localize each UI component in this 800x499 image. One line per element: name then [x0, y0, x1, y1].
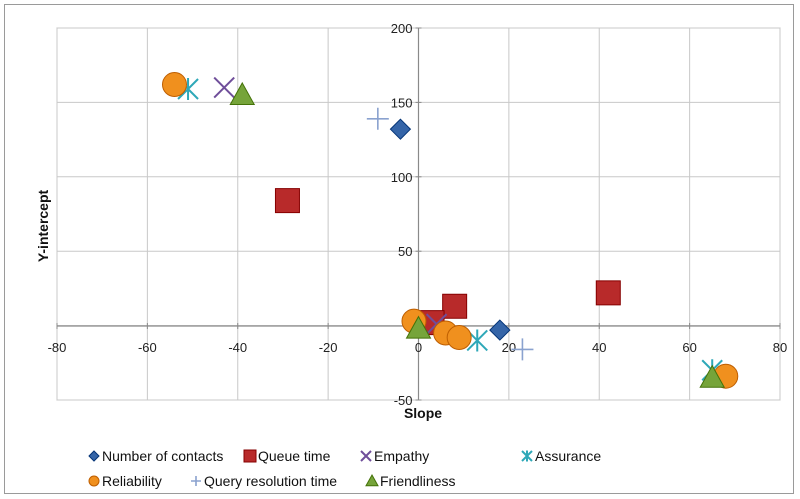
legend-marker	[88, 475, 100, 487]
legend-marker	[191, 476, 201, 486]
y-tick-label: 100	[391, 170, 413, 185]
y-tick-label: 200	[391, 21, 413, 36]
legend-item: Number of contacts	[88, 448, 223, 464]
legend-marker	[365, 473, 379, 487]
x-tick-label: 20	[502, 340, 516, 355]
legend-item: Query resolution time	[191, 473, 337, 489]
y-tick-label: 50	[398, 244, 412, 259]
data-point	[699, 364, 726, 388]
legend-label: Empathy	[374, 448, 429, 464]
data-point	[511, 338, 534, 361]
series-asterisk	[177, 78, 723, 382]
chart-frame	[4, 4, 794, 494]
x-tick-label: -60	[138, 340, 157, 355]
data-point	[405, 315, 432, 339]
legend-marker	[243, 449, 257, 463]
x-tick-label: -20	[319, 340, 338, 355]
legend-label: Assurance	[535, 448, 601, 464]
data-point	[446, 325, 472, 351]
legend: Number of contacts Queue time Empathy Assur…	[88, 448, 601, 489]
data-point	[274, 188, 300, 214]
legend-item: Reliability	[88, 473, 162, 489]
series-triangle	[229, 81, 726, 388]
series-diamond	[389, 118, 511, 341]
legend-label: Queue time	[258, 448, 331, 464]
data-points	[161, 72, 739, 389]
series-square	[274, 188, 621, 336]
legend-item: Empathy	[360, 448, 429, 464]
x-tick-label: 80	[773, 340, 787, 355]
legend-marker	[521, 450, 533, 462]
x-tick-label: -80	[48, 340, 67, 355]
legend-item: Queue time	[243, 448, 331, 464]
data-point	[229, 81, 256, 106]
legend-label: Reliability	[102, 473, 162, 489]
y-tick-label: 150	[391, 95, 413, 110]
legend-label: Friendliness	[380, 473, 455, 489]
legend-item: Friendliness	[365, 473, 455, 489]
legend-marker	[88, 450, 100, 462]
y-tick-label: -50	[394, 393, 413, 408]
data-point	[213, 76, 235, 99]
data-point	[161, 72, 187, 98]
data-point	[366, 107, 389, 130]
series-plus	[366, 107, 534, 361]
x-tick-label: 60	[682, 340, 696, 355]
data-point	[489, 319, 511, 341]
legend-marker	[360, 450, 372, 462]
data-point	[595, 280, 621, 306]
series-circle	[161, 72, 739, 389]
legend-label: Query resolution time	[204, 473, 337, 489]
y-axis-title: Y-intercept	[35, 189, 51, 262]
legend-label: Number of contacts	[102, 448, 223, 464]
data-point	[389, 118, 412, 140]
x-tick-label: 40	[592, 340, 606, 355]
x-tick-label: 0	[415, 340, 422, 355]
x-tick-label: -40	[228, 340, 247, 355]
x-axis-title: Slope	[404, 405, 442, 421]
legend-item: Assurance	[521, 448, 601, 464]
series-x	[213, 76, 448, 335]
